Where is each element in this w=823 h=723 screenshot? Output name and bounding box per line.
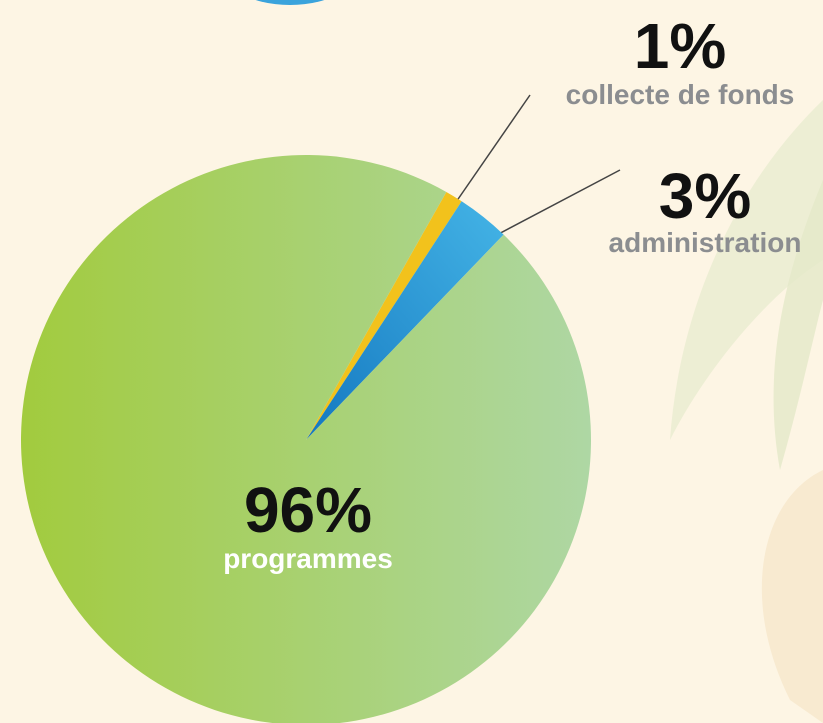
value-label: 3% (659, 160, 752, 232)
pie-slice (306, 201, 504, 440)
category-label: administration (609, 227, 802, 258)
decoration (255, 0, 823, 723)
value-label: 96% (244, 474, 372, 546)
category-label: programmes (223, 543, 393, 574)
pie-slice (306, 191, 462, 440)
value-label: 1% (634, 10, 727, 82)
pie-slice (21, 155, 591, 723)
category-label: collecte de fonds (566, 79, 795, 110)
